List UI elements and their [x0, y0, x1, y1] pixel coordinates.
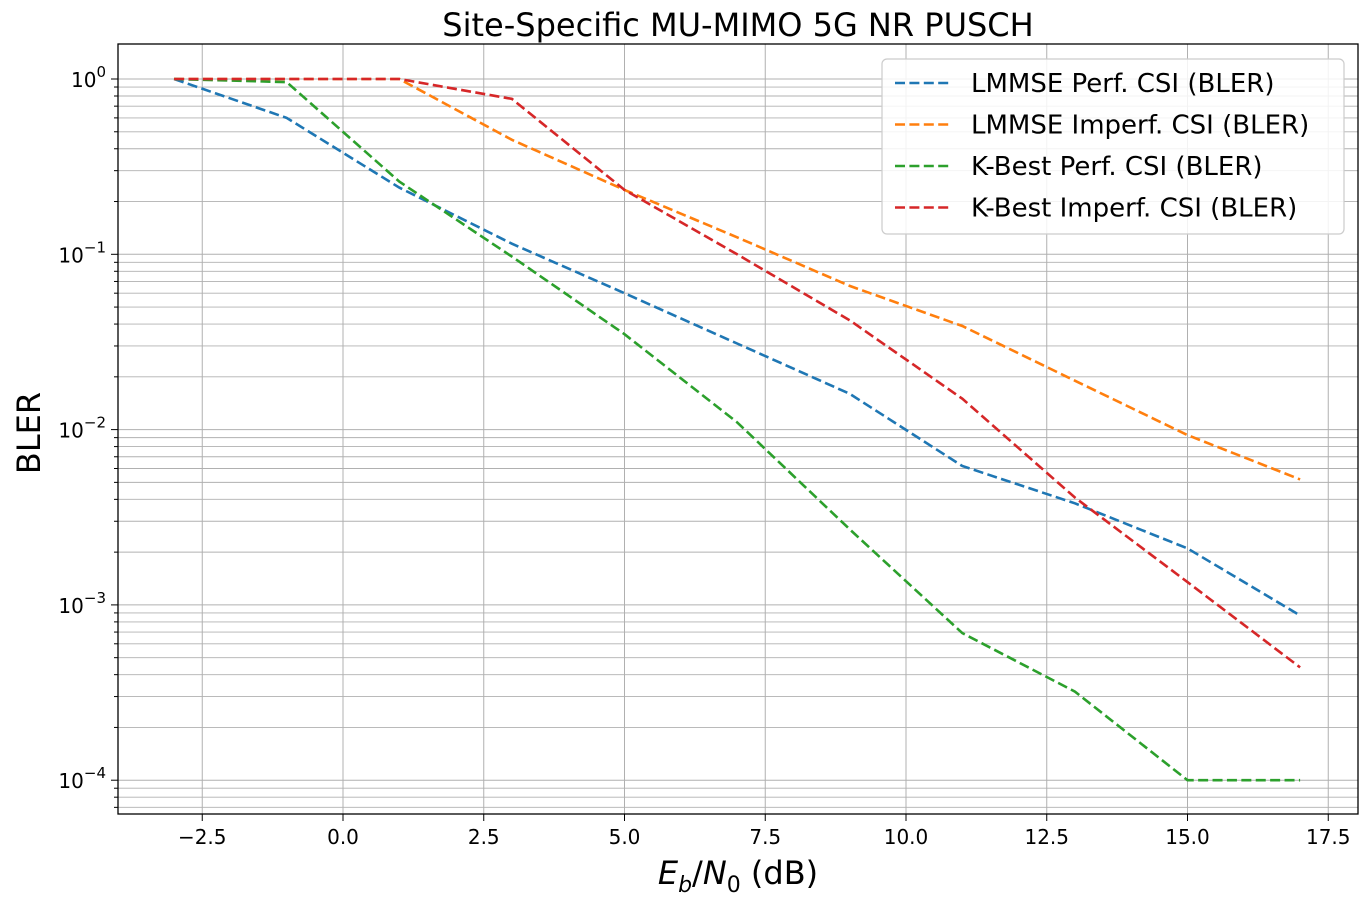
- legend-entry-label: K-Best Perf. CSI (BLER): [971, 152, 1263, 182]
- series-line: [174, 77, 1301, 782]
- chart-title: Site-Specific MU-MIMO 5G NR PUSCH: [442, 6, 1033, 44]
- y-tick-label: 10−3: [58, 589, 106, 618]
- series-line: [173, 77, 1301, 617]
- y-tick-label: 10−2: [58, 414, 106, 443]
- x-axis-label: Eb/N0 (dB): [658, 854, 818, 898]
- x-axis-ticks: −2.5 0.0 2.5 5.0 7.5 10.0 12.5 15.0 17.5: [178, 814, 1351, 849]
- x-tick-label: 12.5: [1024, 825, 1069, 849]
- y-axis-label: BLER: [10, 392, 48, 474]
- x-tick-label: 2.5: [468, 825, 500, 849]
- x-tick-label: 10.0: [884, 825, 929, 849]
- x-tick-label: −2.5: [178, 825, 227, 849]
- legend-entry-label: K-Best Imperf. CSI (BLER): [971, 194, 1297, 224]
- legend-entry-label: LMMSE Imperf. CSI (BLER): [971, 111, 1309, 141]
- y-tick-label: 10−1: [58, 238, 106, 267]
- series-line: [174, 77, 1301, 669]
- x-tick-label: 15.0: [1165, 825, 1210, 849]
- legend-entry-label: LMMSE Perf. CSI (BLER): [971, 69, 1274, 99]
- x-tick-label: 17.5: [1306, 825, 1351, 849]
- data-series: [173, 77, 1301, 782]
- y-axis-ticks: 100 10−1 10−2 10−3 10−4: [58, 63, 118, 808]
- y-tick-label: 10−4: [58, 764, 106, 793]
- y-tick-label: 100: [71, 63, 106, 92]
- x-tick-label: 0.0: [327, 825, 359, 849]
- x-tick-label: 5.0: [609, 825, 641, 849]
- legend-box: [881, 58, 1345, 235]
- legend: LMMSE Perf. CSI (BLER) LMMSE Imperf. CSI …: [881, 58, 1345, 235]
- x-tick-label: 7.5: [749, 825, 781, 849]
- plot-frame: [117, 43, 1359, 815]
